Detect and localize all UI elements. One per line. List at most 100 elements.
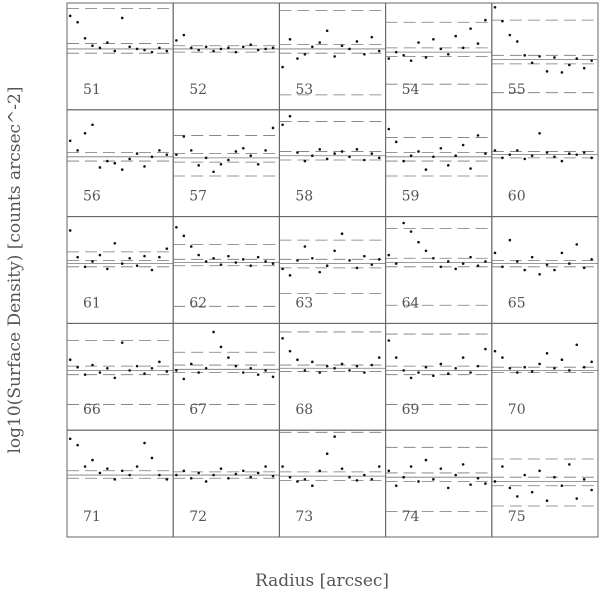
data-point <box>590 488 593 492</box>
data-point <box>484 347 487 351</box>
data-point <box>469 27 472 30</box>
data-point <box>143 441 146 445</box>
data-point <box>424 168 428 171</box>
data-point <box>348 369 351 372</box>
data-point <box>377 356 381 359</box>
panel-label: 65 <box>508 295 526 311</box>
data-point <box>446 260 450 263</box>
data-point <box>227 158 230 162</box>
data-point <box>106 366 109 370</box>
x-axis-label: Radius [arcsec] <box>255 571 389 591</box>
data-point <box>333 366 336 370</box>
data-point <box>318 469 322 473</box>
data-point <box>68 139 72 143</box>
data-point <box>340 467 344 470</box>
data-point <box>370 35 374 39</box>
data-point <box>135 264 139 268</box>
panel-label: 66 <box>83 402 101 418</box>
data-point <box>432 478 435 481</box>
data-point <box>182 234 186 238</box>
data-point <box>363 158 366 162</box>
data-point <box>182 135 186 138</box>
data-point <box>281 267 284 271</box>
data-point <box>538 131 541 135</box>
data-point <box>303 159 307 163</box>
data-point <box>165 153 169 156</box>
data-point <box>394 484 398 488</box>
data-point <box>387 253 391 257</box>
data-point <box>189 46 193 50</box>
data-point <box>143 48 146 52</box>
data-point <box>446 372 450 375</box>
data-point <box>204 156 208 160</box>
data-point <box>150 155 154 159</box>
data-point <box>409 465 413 468</box>
data-point <box>363 473 366 477</box>
data-point <box>377 156 381 160</box>
data-point <box>417 41 420 44</box>
data-point <box>68 229 72 232</box>
data-point <box>355 148 359 151</box>
data-point <box>355 266 359 270</box>
data-point <box>150 366 154 370</box>
data-point <box>113 376 117 380</box>
data-point <box>227 476 230 480</box>
data-point <box>461 356 465 359</box>
data-point <box>318 270 322 274</box>
data-point <box>545 151 549 154</box>
panel-label: 60 <box>508 189 526 205</box>
panel-label: 71 <box>83 509 101 525</box>
data-point <box>461 262 465 265</box>
data-point <box>113 478 117 481</box>
data-point <box>417 150 420 153</box>
data-point <box>264 369 267 372</box>
data-point <box>303 245 307 248</box>
data-point <box>76 20 79 24</box>
data-point <box>355 479 359 482</box>
panel-label: 75 <box>508 509 526 525</box>
data-point <box>182 377 186 381</box>
data-point <box>189 476 193 480</box>
data-point <box>409 59 413 62</box>
data-point <box>212 170 215 174</box>
data-point <box>446 164 450 167</box>
data-point <box>484 18 487 22</box>
data-point <box>454 154 457 158</box>
data-point <box>227 254 230 258</box>
data-point <box>439 47 443 51</box>
data-point <box>370 263 374 266</box>
data-point <box>281 337 284 340</box>
data-point <box>189 362 193 366</box>
data-point <box>182 469 186 473</box>
data-point <box>590 360 593 364</box>
data-point <box>175 369 178 372</box>
data-point <box>394 140 398 144</box>
data-point <box>241 371 245 374</box>
data-point <box>530 154 534 158</box>
data-point <box>402 369 405 372</box>
data-point <box>348 475 351 479</box>
data-point <box>83 36 87 40</box>
data-point <box>76 255 79 259</box>
data-point <box>461 46 465 50</box>
panel-label: 64 <box>402 295 420 311</box>
data-point <box>128 45 131 49</box>
data-point <box>303 369 307 372</box>
data-point <box>461 143 465 147</box>
panel-label: 52 <box>189 82 207 98</box>
data-point <box>256 162 260 166</box>
data-point <box>538 469 541 473</box>
data-point <box>318 371 322 374</box>
data-point <box>76 443 79 447</box>
data-point <box>165 370 169 373</box>
data-point <box>523 473 527 477</box>
data-point <box>288 38 292 41</box>
data-point <box>582 478 586 481</box>
data-point <box>256 471 260 475</box>
data-point <box>432 155 435 159</box>
data-point <box>446 486 450 490</box>
data-point <box>165 247 169 250</box>
data-point <box>249 366 253 370</box>
data-point <box>325 264 329 268</box>
data-point <box>575 153 579 156</box>
